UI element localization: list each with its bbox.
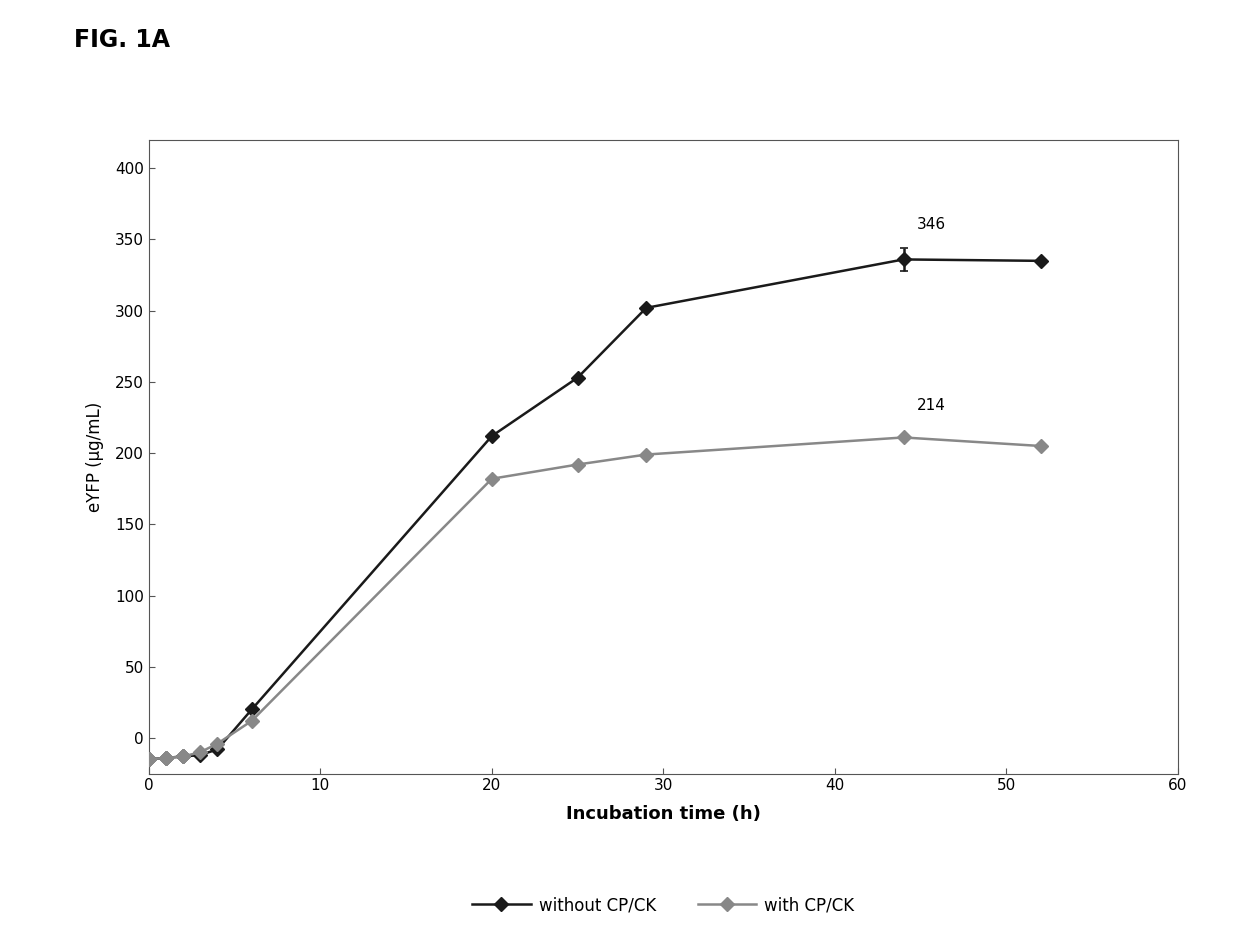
- Y-axis label: eYFP (μg/mL): eYFP (μg/mL): [86, 402, 104, 512]
- Text: FIG. 1A: FIG. 1A: [74, 28, 170, 52]
- Legend: without CP/CK, with CP/CK: without CP/CK, with CP/CK: [465, 890, 862, 921]
- X-axis label: Incubation time (h): Incubation time (h): [565, 804, 761, 823]
- Text: 214: 214: [918, 398, 946, 413]
- Text: 346: 346: [918, 217, 946, 232]
